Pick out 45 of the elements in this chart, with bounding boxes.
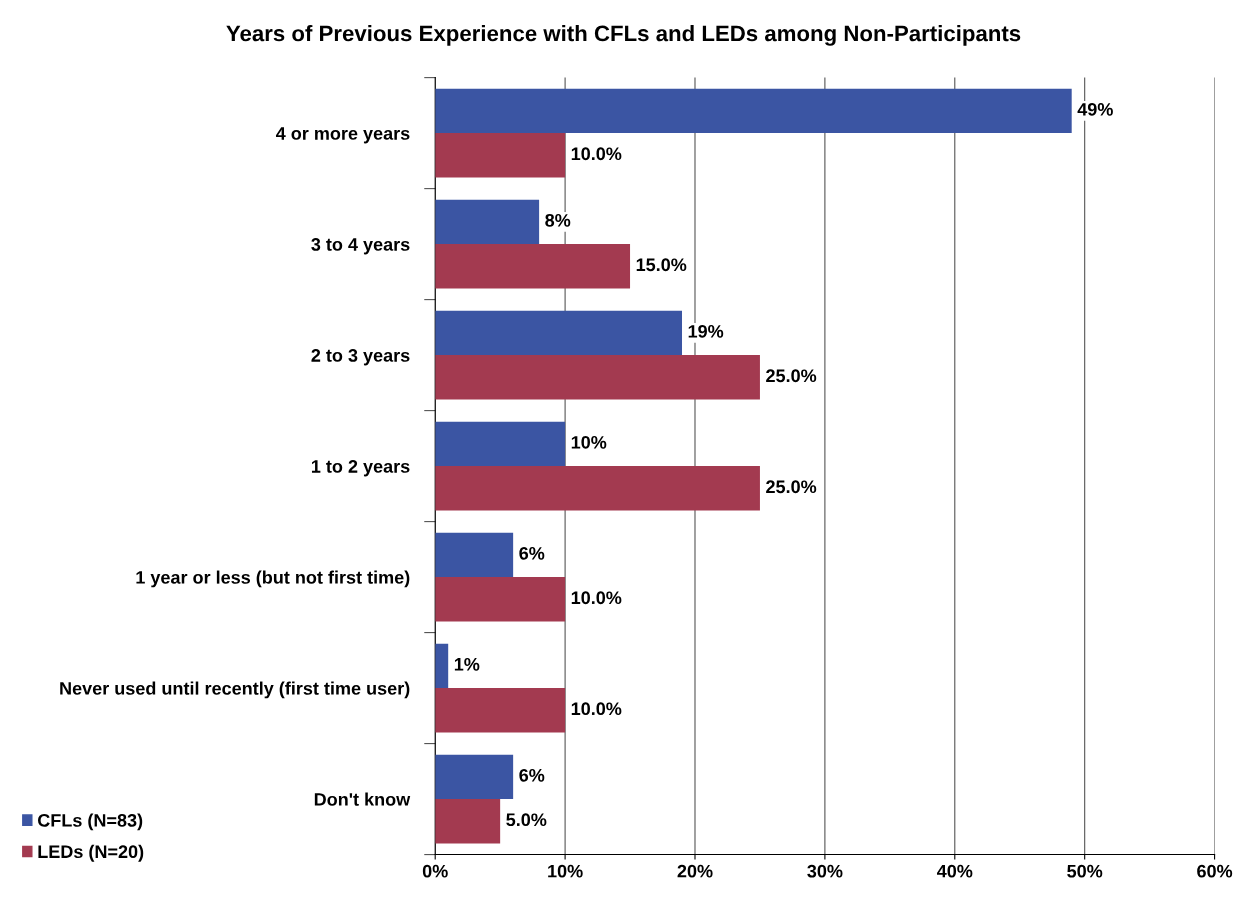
data-label: 49%: [1077, 102, 1113, 116]
legend-label: LEDs (N=20): [38, 844, 144, 862]
bar: [435, 133, 566, 178]
data-label: 6%: [519, 768, 545, 782]
bar: [435, 421, 566, 467]
data-label: 25.0%: [766, 480, 817, 494]
x-tick-label: 50%: [1067, 864, 1103, 878]
data-label: 5.0%: [506, 813, 547, 827]
data-label: 19%: [688, 324, 724, 338]
chart-title: Years of Previous Experience with CFLs and LEDs among Non-Participants: [226, 24, 1021, 46]
data-label: 10.0%: [571, 702, 622, 716]
bar: [435, 799, 501, 844]
x-tick-label: 30%: [807, 864, 843, 878]
y-tick-label: 2 to 3 years: [311, 349, 410, 366]
data-label: 10%: [571, 435, 607, 449]
y-tick-label: 3 to 4 years: [311, 238, 410, 255]
x-tick-label: 10%: [548, 864, 583, 878]
bar: [435, 244, 631, 289]
bar: [435, 532, 514, 578]
data-label: 1%: [454, 657, 480, 671]
x-tick-label: 60%: [1197, 864, 1233, 878]
bar: [435, 688, 566, 733]
x-tick-label: 20%: [677, 864, 713, 878]
x-tick-label: 40%: [936, 864, 973, 878]
bar: [435, 199, 540, 245]
bar: [435, 355, 760, 400]
y-tick-label: 1 year or less (but not first time): [136, 570, 410, 588]
data-label: 10.0%: [571, 147, 622, 161]
data-label: 25.0%: [766, 369, 817, 383]
data-label: 8%: [545, 213, 571, 227]
y-tick-label: 4 or more years: [275, 127, 410, 144]
legend-label: CFLs (N=83): [37, 813, 143, 831]
bar: [435, 643, 449, 689]
bar: [435, 466, 760, 511]
data-label: 10.0%: [571, 591, 622, 605]
bar: [435, 88, 1072, 134]
bar: [435, 754, 514, 800]
y-tick-label: Don't know: [314, 792, 411, 806]
bar: [435, 577, 566, 622]
data-label: 15.0%: [636, 258, 687, 272]
y-tick-label: 1 to 2 years: [311, 460, 410, 477]
data-label: 6%: [519, 546, 545, 560]
bar: [435, 310, 683, 356]
y-tick-label: Never used until recently (first time user): [60, 681, 410, 699]
x-tick-label: 0%: [422, 864, 448, 878]
